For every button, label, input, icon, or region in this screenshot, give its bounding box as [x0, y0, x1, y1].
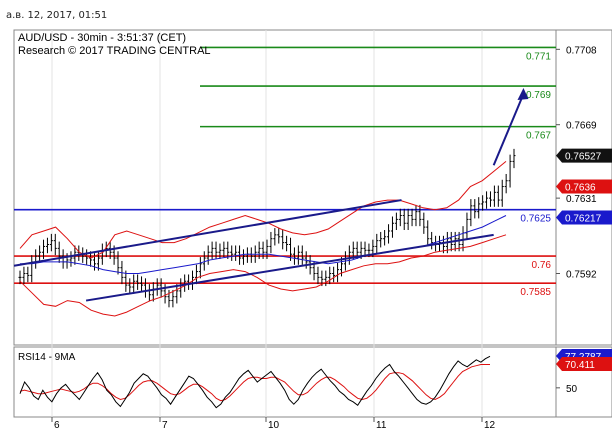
price-badge-shape: [556, 210, 612, 225]
chart-subtitle: Research © 2017 TRADING CENTRAL: [18, 45, 211, 57]
price-badge-label: 0.76527: [565, 152, 602, 163]
price-badge-shape: [556, 179, 612, 194]
price-badge-label: 0.7636: [565, 183, 596, 194]
grid-layer: [51, 30, 483, 417]
y-tick-label: 0.7631: [566, 194, 597, 205]
channel-line: [13, 199, 402, 267]
axis-layer: 6 7 10 11 12 0.7708 0.7669 0.7631 0.7592 50: [51, 45, 597, 431]
price-badge: 0.76217: [556, 210, 612, 225]
price-badge-label: 0.76217: [565, 213, 602, 224]
level-label: 0.76: [532, 260, 552, 271]
level-label: 0.7625: [520, 214, 551, 225]
arrow-layer: [492, 87, 529, 166]
x-tick-label: 7: [162, 420, 168, 431]
price-badge-shape: [556, 148, 612, 163]
bb_upper-line: [19, 161, 507, 259]
projection-arrow-shaft: [492, 93, 525, 166]
level-label: 0.769: [526, 90, 551, 101]
y-tick-label: 0.7669: [566, 121, 597, 132]
series-layer: [18, 148, 516, 317]
main-panel-frame: [13, 29, 557, 346]
chart-title: AUD/USD - 30min - 3:51:37 (CET): [18, 32, 186, 44]
rsi-line: [19, 355, 491, 409]
rsi-badge: 70.411: [556, 357, 612, 372]
channel-line: [85, 233, 494, 302]
rsi-badge-shape: [556, 357, 612, 372]
levels-layer: 0.771 0.769 0.767 0.7625 0.76 0.7585: [14, 46, 556, 298]
projection-arrow-head: [517, 87, 529, 100]
rsi-ma-line: [19, 364, 490, 402]
bb_lower-line: [19, 234, 507, 317]
y-tick-label: 0.7708: [566, 45, 597, 56]
price-badge: 0.76527: [556, 148, 612, 163]
x-tick-label: 10: [268, 420, 280, 431]
rsi-title: RSI14 - 9MA: [18, 352, 76, 363]
x-tick-label: 11: [376, 420, 387, 431]
rsi-layer: [19, 355, 491, 409]
chart-timestamp: а.в. 12, 2017, 01:51: [6, 10, 108, 21]
price-badge: 0.7636: [556, 179, 612, 194]
x-tick-label: 12: [484, 420, 496, 431]
rsi-y-tick-label: 50: [566, 384, 578, 395]
channel-layer: [13, 199, 494, 302]
rsi-badge-label: 70.411: [565, 360, 595, 371]
level-label: 0.767: [526, 131, 551, 142]
level-label: 0.771: [526, 51, 551, 62]
level-label: 0.7585: [520, 287, 551, 298]
x-tick-label: 6: [54, 420, 60, 431]
y-tick-label: 0.7592: [566, 269, 597, 280]
